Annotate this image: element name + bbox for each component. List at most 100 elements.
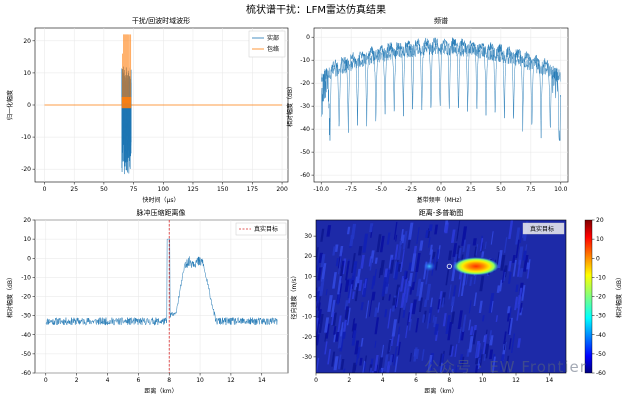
heatmap-noise-cell — [386, 232, 391, 245]
heatmap-noise-cell — [279, 353, 283, 363]
heatmap-noise-cell — [408, 272, 413, 287]
heatmap-noise-cell — [397, 263, 402, 272]
heatmap-noise-cell — [387, 339, 392, 354]
heatmap-noise-cell — [458, 278, 462, 297]
time-domain-xtick-label: 125 — [187, 186, 199, 193]
heatmap-noise-cell — [519, 302, 523, 313]
heatmap-noise-cell — [478, 349, 482, 364]
range-profile-ytick-label: 20 — [23, 217, 31, 224]
heatmap-noise-cell — [439, 353, 443, 367]
heatmap-noise-cell — [456, 220, 461, 240]
heatmap-noise-cell — [339, 265, 344, 280]
heatmap-noise-cell — [499, 354, 505, 371]
heatmap-noise-cell — [517, 338, 521, 348]
time-domain-xtick-label: 75 — [130, 186, 138, 193]
time-domain-xtick-label: 0 — [43, 186, 47, 193]
heatmap-noise-cell — [336, 292, 341, 305]
heatmap-noise-cell — [316, 309, 319, 318]
heatmap-noise-cell — [300, 233, 303, 241]
heatmap-noise-cell — [393, 261, 398, 279]
heatmap-noise-cell — [287, 329, 291, 342]
heatmap-noise-cell — [394, 262, 400, 280]
heatmap-noise-cell — [426, 313, 431, 329]
heatmap-noise-cell — [311, 263, 315, 271]
heatmap-noise-cell — [428, 224, 433, 232]
spectrum-xtick-label: 5.0 — [496, 186, 506, 193]
heatmap-noise-cell — [403, 270, 407, 279]
range-profile-ticks: 0 2 4 6 8 10 12 14 20 10 0 -10 -20 -30 -40 -50 -60 — [21, 217, 266, 384]
heatmap-noise-cell — [301, 360, 305, 372]
heatmap-noise-cell — [452, 285, 457, 297]
heatmap-noise-cell — [517, 246, 524, 265]
heatmap-noise-cell — [405, 323, 409, 339]
heatmap-noise-cell — [379, 235, 385, 253]
colorbar-tick-label: 0 — [596, 255, 600, 262]
heatmap-noise-cell — [362, 233, 369, 253]
range-doppler-title: 距离-多普勒图 — [419, 208, 464, 217]
heatmap-noise-cell — [351, 362, 357, 373]
heatmap-noise-cell — [374, 307, 378, 317]
spectrum-envelope-line — [320, 42, 562, 82]
heatmap-noise-cell — [333, 356, 339, 371]
heatmap-noise-cell — [522, 250, 527, 261]
heatmap-noise-cell — [319, 279, 325, 296]
jamming-hot-zone — [453, 257, 499, 276]
heatmap-noise-cell — [521, 285, 526, 301]
heatmap-noise-cell — [379, 260, 385, 276]
heatmap-noise-cell — [454, 365, 458, 373]
spectrum-xtick-label: -10.0 — [313, 186, 329, 193]
heatmap-noise-cell — [429, 249, 434, 264]
heatmap-noise-cell — [421, 349, 425, 361]
heatmap-noise-cell — [408, 319, 412, 331]
range-doppler-ytick-label: -20 — [302, 334, 312, 341]
heatmap-noise-cell — [331, 351, 336, 367]
watermark: 公众号 · EW Frontier — [424, 358, 587, 376]
heatmap-noise-cell — [282, 339, 284, 345]
range-profile-panel: 脉冲压缩距离像 0 2 4 6 8 10 12 14 20 10 0 -10 -20 -30 -40 -50 -… — [6, 208, 289, 395]
heatmap-noise-cell — [281, 313, 284, 326]
heatmap-noise-cell — [271, 340, 274, 353]
range-doppler-xtick-label: 8 — [447, 377, 451, 384]
heatmap-noise-cell — [411, 299, 417, 315]
heatmap-noise-cell — [413, 347, 418, 362]
heatmap-noise-cell — [378, 367, 384, 373]
heatmap-noise-cell — [450, 229, 456, 243]
heatmap-noise-cell — [394, 244, 399, 260]
heatmap-noise-cell — [355, 353, 359, 365]
heatmap-noise-cell — [316, 290, 321, 302]
heatmap-noise-cell — [458, 327, 462, 344]
heatmap-noise-cell — [501, 269, 505, 283]
range-doppler-heatmap — [271, 220, 566, 373]
heatmap-noise-cell — [363, 362, 367, 372]
heatmap-noise-cell — [442, 313, 447, 327]
time-domain-ticks: 0 25 50 75 100 125 150 175 200 -20 -10 0 10 20 — [21, 38, 288, 193]
heatmap-noise-cell — [342, 368, 346, 373]
envelope-core — [121, 96, 132, 109]
heatmap-noise-cell — [389, 354, 393, 366]
heatmap-noise-cell — [462, 239, 467, 252]
heatmap-noise-cell — [354, 276, 358, 290]
heatmap-noise-cell — [298, 264, 301, 272]
heatmap-noise-cell — [275, 289, 278, 306]
heatmap-noise-cell — [419, 240, 424, 251]
heatmap-noise-cell — [473, 365, 479, 373]
heatmap-noise-cell — [445, 269, 450, 286]
heatmap-noise-cell — [505, 355, 510, 373]
heatmap-noise-cell — [508, 338, 512, 350]
time-domain-plot — [44, 34, 283, 175]
heatmap-noise-cell — [360, 337, 364, 347]
spectrum-plot — [320, 37, 562, 142]
heatmap-noise-cell — [332, 312, 337, 326]
heatmap-noise-cell — [280, 290, 285, 307]
range-doppler-ytick-label: 20 — [304, 253, 312, 260]
range-doppler-xlabel: 距离（km） — [424, 387, 457, 395]
heatmap-noise-cell — [374, 317, 380, 335]
figure-title: 梳状谱干扰：LFM雷达仿真结果 — [246, 3, 386, 16]
heatmap-noise-cell — [316, 265, 318, 285]
heatmap-noise-cell — [393, 221, 398, 240]
spectrum-grid — [314, 28, 568, 182]
range-doppler-legend: 真实目标 — [522, 222, 565, 235]
legend-true-target: 真实目标 — [254, 225, 278, 233]
heatmap-noise-cell — [432, 315, 435, 323]
heatmap-noise-cell — [411, 281, 416, 290]
